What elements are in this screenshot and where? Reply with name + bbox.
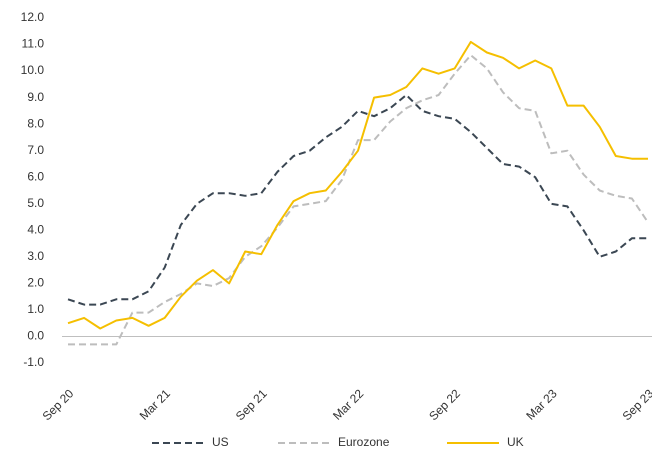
- y-tick-label: 12.0: [21, 10, 45, 24]
- y-tick-label: 7.0: [27, 143, 44, 157]
- line-series: [67, 94, 648, 306]
- y-tick-label: 0.0: [27, 329, 44, 343]
- y-tick-label: 1.0: [27, 302, 44, 316]
- y-tick-label: 2.0: [27, 276, 44, 290]
- line-series: [68, 54, 649, 346]
- legend-label: US: [212, 435, 229, 449]
- y-tick-label: 5.0: [27, 196, 44, 210]
- x-tick-label: Sep 22: [426, 386, 463, 423]
- x-tick-label: Mar 21: [137, 386, 174, 423]
- y-tick-label: 6.0: [27, 169, 44, 183]
- x-tick-label: Mar 22: [330, 386, 367, 423]
- x-tick-label: Sep 23: [620, 386, 652, 423]
- y-tick-label: 11.0: [22, 37, 45, 51]
- y-tick-label: 8.0: [27, 116, 44, 130]
- y-tick-label: 10.0: [21, 63, 45, 77]
- y-tick-label: -1.0: [23, 355, 44, 369]
- y-tick-label: 3.0: [27, 249, 44, 263]
- y-tick-label: 4.0: [27, 222, 44, 236]
- legend-label: UK: [507, 435, 524, 449]
- x-tick-label: Sep 20: [40, 386, 77, 423]
- x-tick-label: Mar 23: [523, 386, 560, 423]
- y-tick-label: 9.0: [27, 90, 44, 104]
- x-tick-label: Sep 21: [233, 386, 270, 423]
- legend-label: Eurozone: [338, 435, 390, 449]
- line-series: [67, 40, 648, 330]
